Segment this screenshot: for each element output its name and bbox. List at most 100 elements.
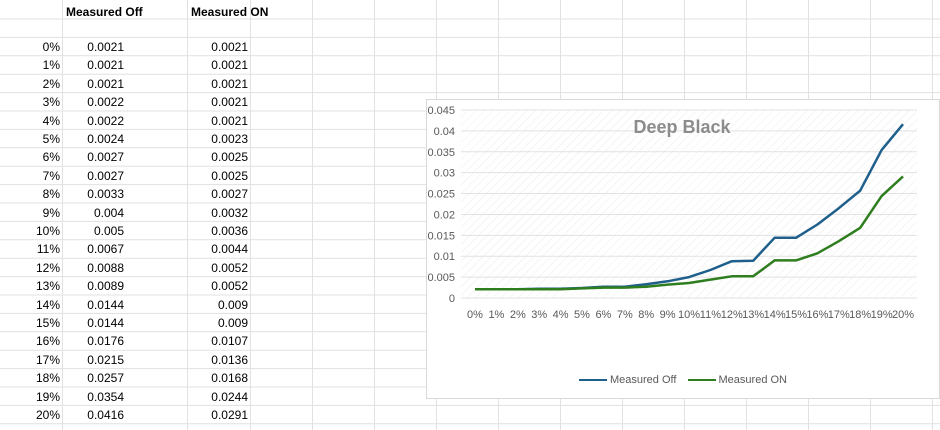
x-tick-label: 16%	[806, 309, 828, 321]
measured-off-cell[interactable]: 0.005	[93, 224, 124, 238]
row-label-cell[interactable]: 13%	[35, 279, 60, 294]
measured-on-cell[interactable]: 0.0244	[211, 389, 248, 404]
y-tick-label: 0.015	[427, 230, 455, 242]
chart-legend: Measured Off Measured ON	[427, 374, 939, 386]
measured-on-cell[interactable]: 0.0021	[211, 95, 248, 110]
measured-on-cell[interactable]: 0.0036	[211, 224, 248, 238]
x-tick-label: 10%	[678, 309, 700, 321]
row-label-cell[interactable]: 7%	[42, 168, 60, 183]
measured-off-cell[interactable]: 0.004	[93, 205, 124, 220]
measured-on-cell[interactable]: 0.0044	[211, 242, 248, 257]
row-label-cell[interactable]: 2%	[42, 76, 60, 91]
row-label-cell[interactable]: 14%	[35, 297, 60, 312]
row-label-cell[interactable]: 5%	[42, 132, 60, 146]
measured-on-cell[interactable]: 0.0021	[211, 40, 248, 54]
plot-area	[461, 110, 917, 298]
row-label-cell[interactable]: 12%	[35, 260, 60, 275]
x-tick-label: 13%	[742, 309, 764, 321]
measured-off-cell[interactable]: 0.0021	[87, 76, 124, 91]
chart-title: Deep Black	[633, 117, 731, 137]
measured-off-cell[interactable]: 0.0022	[87, 95, 124, 110]
chart-area[interactable]: 0 0.005 0.01 0.015 0.02 0.025 0.03 0.035 0.04 0.0…	[426, 99, 940, 399]
measured-off-cell[interactable]: 0.0215	[87, 352, 124, 367]
measured-off-cell[interactable]: 0.0089	[87, 279, 124, 294]
row-label-cell[interactable]: 8%	[42, 187, 60, 202]
x-tick-label: 3%	[531, 309, 547, 321]
row-label-cell[interactable]: 17%	[35, 352, 60, 367]
x-tick-label: 20%	[892, 309, 914, 321]
measured-off-cell[interactable]: 0.0022	[87, 113, 124, 128]
row-label-cell[interactable]: 4%	[42, 113, 60, 128]
measured-on-cell[interactable]: 0.009	[217, 316, 248, 330]
y-tick-label: 0.03	[434, 168, 455, 180]
measured-on-cell[interactable]: 0.0291	[211, 408, 248, 422]
row-label-cell[interactable]: 9%	[42, 205, 60, 220]
measured-off-cell[interactable]: 0.0027	[87, 150, 124, 165]
row-label-cell[interactable]: 19%	[35, 389, 60, 404]
legend-label-off: Measured Off	[610, 374, 677, 386]
measured-on-cell[interactable]: 0.0136	[211, 352, 248, 367]
y-tick-label: 0.005	[427, 272, 455, 284]
row-label-cell[interactable]: 3%	[42, 95, 60, 110]
x-tick-label: 12%	[721, 309, 743, 321]
row-label-cell[interactable]: 6%	[42, 150, 60, 165]
measured-on-cell[interactable]: 0.0021	[211, 58, 248, 73]
x-tick-label: 9%	[660, 309, 676, 321]
row-label-cell[interactable]: 20%	[35, 408, 60, 422]
measured-on-cell[interactable]: 0.0168	[211, 371, 248, 386]
row-label-cell[interactable]: 11%	[36, 242, 60, 257]
measured-off-cell[interactable]: 0.0144	[87, 316, 124, 330]
legend-swatch-off	[579, 379, 607, 382]
measured-on-cell[interactable]: 0.0021	[211, 76, 248, 91]
series-line-measured-on	[475, 175, 904, 291]
column-header-measured-on[interactable]: Measured ON	[191, 5, 269, 19]
x-tick-label: 7%	[617, 309, 633, 321]
x-tick-label: 17%	[828, 309, 850, 321]
y-tick-label: 0.035	[427, 147, 455, 159]
measured-on-cell[interactable]: 0.0025	[211, 168, 248, 183]
measured-off-cell[interactable]: 0.0176	[87, 334, 124, 349]
legend-item-on: Measured ON	[687, 374, 787, 386]
row-label-cell[interactable]: 1%	[42, 58, 60, 73]
measured-on-cell[interactable]: 0.0023	[211, 132, 248, 146]
x-tick-label: 18%	[849, 309, 871, 321]
measured-on-cell[interactable]: 0.0052	[211, 279, 248, 294]
legend-swatch-on	[687, 379, 716, 382]
row-label-cell[interactable]: 16%	[35, 334, 60, 349]
legend-item-off: Measured Off	[579, 374, 676, 386]
measured-off-cell[interactable]: 0.0027	[87, 168, 124, 183]
x-tick-label: 1%	[488, 309, 504, 321]
row-label-cell[interactable]: 0%	[42, 40, 60, 54]
measured-off-cell[interactable]: 0.0033	[87, 187, 124, 202]
x-tick-label: 11%	[700, 309, 721, 321]
x-tick-label: 5%	[574, 309, 590, 321]
y-tick-label: 0.01	[434, 251, 455, 263]
measured-off-cell[interactable]: 0.0024	[87, 132, 124, 146]
measured-off-cell[interactable]: 0.0257	[87, 371, 124, 386]
row-label-cell[interactable]: 15%	[35, 316, 60, 330]
row-label-cell[interactable]: 10%	[35, 224, 60, 238]
measured-on-cell[interactable]: 0.0032	[211, 205, 248, 220]
legend-label-on: Measured ON	[718, 374, 787, 386]
measured-off-cell[interactable]: 0.0067	[87, 242, 124, 257]
x-tick-label: 4%	[553, 309, 569, 321]
measured-on-cell[interactable]: 0.0025	[211, 150, 248, 165]
measured-off-cell[interactable]: 0.0354	[87, 389, 124, 404]
measured-off-cell[interactable]: 0.0144	[87, 297, 124, 312]
measured-on-cell[interactable]: 0.009	[217, 297, 248, 312]
row-label-cell[interactable]: 18%	[35, 371, 60, 386]
measured-off-cell[interactable]: 0.0021	[87, 58, 124, 73]
measured-off-cell[interactable]: 0.0088	[87, 260, 124, 275]
x-tick-label: 0%	[467, 309, 483, 321]
measured-on-cell[interactable]: 0.0107	[211, 334, 248, 349]
column-header-measured-off[interactable]: Measured Off	[66, 5, 143, 19]
measured-off-cell[interactable]: 0.0021	[87, 40, 124, 54]
measured-on-cell[interactable]: 0.0052	[211, 260, 248, 275]
y-tick-label: 0	[449, 293, 455, 305]
measured-off-cell[interactable]: 0.0416	[87, 408, 124, 422]
y-tick-label: 0.02	[434, 209, 455, 221]
x-tick-label: 15%	[785, 309, 807, 321]
x-tick-label: 14%	[764, 309, 786, 321]
measured-on-cell[interactable]: 0.0027	[211, 187, 248, 202]
measured-on-cell[interactable]: 0.0021	[211, 113, 248, 128]
